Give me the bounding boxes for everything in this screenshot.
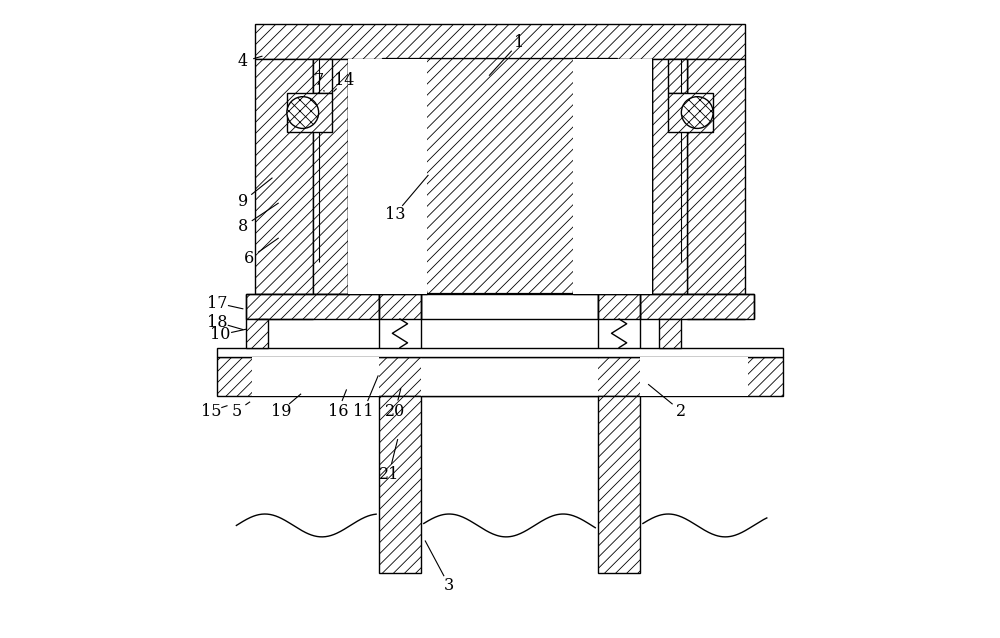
Bar [573, 59, 652, 293]
Text: 14: 14 [334, 72, 355, 89]
Bar [313, 59, 332, 94]
Bar [640, 357, 748, 396]
Text: 18: 18 [207, 314, 228, 330]
Text: 11: 11 [353, 403, 374, 420]
Bar [246, 293, 379, 319]
Text: 7: 7 [314, 72, 324, 89]
Text: 1: 1 [514, 34, 524, 51]
Bar [421, 293, 598, 319]
Text: 17: 17 [207, 295, 228, 311]
Bar [421, 357, 598, 396]
Text: 20: 20 [385, 403, 405, 420]
Bar [687, 59, 745, 293]
Bar [255, 24, 745, 59]
Bar [668, 59, 687, 94]
Text: 15: 15 [201, 403, 221, 420]
Bar [252, 357, 379, 396]
Text: 9: 9 [238, 193, 248, 210]
Bar [287, 94, 332, 131]
Bar [598, 396, 640, 573]
Text: 2: 2 [676, 403, 686, 420]
Bar [598, 293, 640, 319]
Bar [255, 59, 313, 293]
Text: 10: 10 [210, 327, 231, 343]
Text: 8: 8 [238, 218, 248, 235]
Bar [379, 396, 421, 573]
Bar [668, 94, 713, 131]
Bar [217, 348, 783, 357]
Bar [313, 59, 348, 293]
Text: 6: 6 [244, 250, 254, 267]
Bar [348, 59, 427, 293]
Circle shape [287, 97, 319, 128]
Text: 3: 3 [444, 577, 454, 594]
Bar [659, 319, 681, 348]
Text: 19: 19 [271, 403, 291, 420]
Text: 4: 4 [238, 53, 248, 70]
Text: 21: 21 [379, 466, 399, 483]
Text: 5: 5 [231, 403, 242, 420]
Polygon shape [382, 59, 618, 293]
Text: 16: 16 [328, 403, 348, 420]
Circle shape [681, 97, 713, 128]
Text: 13: 13 [385, 205, 405, 223]
Bar [640, 293, 754, 319]
Bar [217, 357, 783, 396]
Bar [246, 319, 268, 348]
Bar [652, 59, 687, 293]
Bar [379, 293, 421, 319]
